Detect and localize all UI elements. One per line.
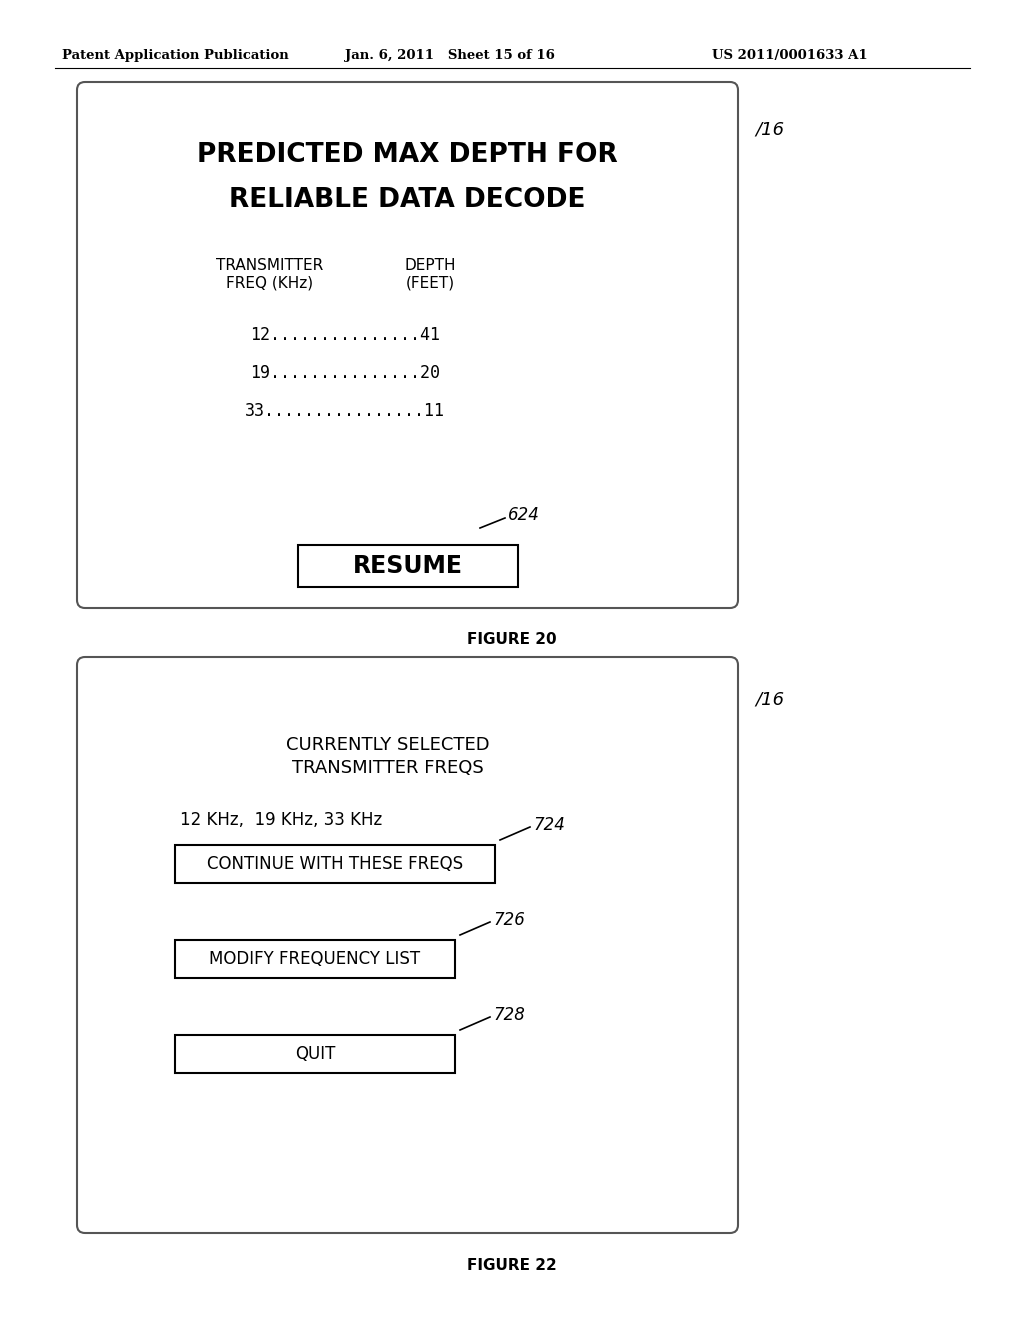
FancyBboxPatch shape xyxy=(175,940,455,978)
Text: TRANSMITTER: TRANSMITTER xyxy=(216,257,324,272)
Text: RESUME: RESUME xyxy=(352,554,463,578)
Text: CURRENTLY SELECTED: CURRENTLY SELECTED xyxy=(286,737,489,754)
Text: 19...............20: 19...............20 xyxy=(250,364,440,381)
Text: 12...............41: 12...............41 xyxy=(250,326,440,345)
Text: Jan. 6, 2011   Sheet 15 of 16: Jan. 6, 2011 Sheet 15 of 16 xyxy=(345,49,555,62)
Text: TRANSMITTER FREQS: TRANSMITTER FREQS xyxy=(292,759,483,777)
Text: FIGURE 22: FIGURE 22 xyxy=(467,1258,557,1272)
Text: PREDICTED MAX DEPTH FOR: PREDICTED MAX DEPTH FOR xyxy=(198,143,617,168)
Text: 12 KHz,  19 KHz, 33 KHz: 12 KHz, 19 KHz, 33 KHz xyxy=(180,810,382,829)
FancyBboxPatch shape xyxy=(77,657,738,1233)
Text: /16: /16 xyxy=(755,690,784,709)
Text: MODIFY FREQUENCY LIST: MODIFY FREQUENCY LIST xyxy=(210,950,421,968)
Text: DEPTH: DEPTH xyxy=(404,257,456,272)
Text: 724: 724 xyxy=(534,816,565,834)
FancyBboxPatch shape xyxy=(175,845,495,883)
Text: (FEET): (FEET) xyxy=(406,276,455,290)
Text: RELIABLE DATA DECODE: RELIABLE DATA DECODE xyxy=(229,187,586,213)
Text: QUIT: QUIT xyxy=(295,1045,335,1063)
Text: Patent Application Publication: Patent Application Publication xyxy=(61,49,289,62)
Text: 33................11: 33................11 xyxy=(245,403,445,420)
Text: US 2011/0001633 A1: US 2011/0001633 A1 xyxy=(712,49,867,62)
Text: /16: /16 xyxy=(755,121,784,139)
Text: 728: 728 xyxy=(493,1006,525,1024)
Text: FIGURE 20: FIGURE 20 xyxy=(467,632,557,648)
FancyBboxPatch shape xyxy=(77,82,738,609)
Text: FREQ (KHz): FREQ (KHz) xyxy=(226,276,313,290)
FancyBboxPatch shape xyxy=(175,1035,455,1073)
FancyBboxPatch shape xyxy=(298,545,517,587)
Text: CONTINUE WITH THESE FREQS: CONTINUE WITH THESE FREQS xyxy=(207,855,463,873)
Text: 624: 624 xyxy=(508,506,540,524)
Text: 726: 726 xyxy=(493,911,525,929)
